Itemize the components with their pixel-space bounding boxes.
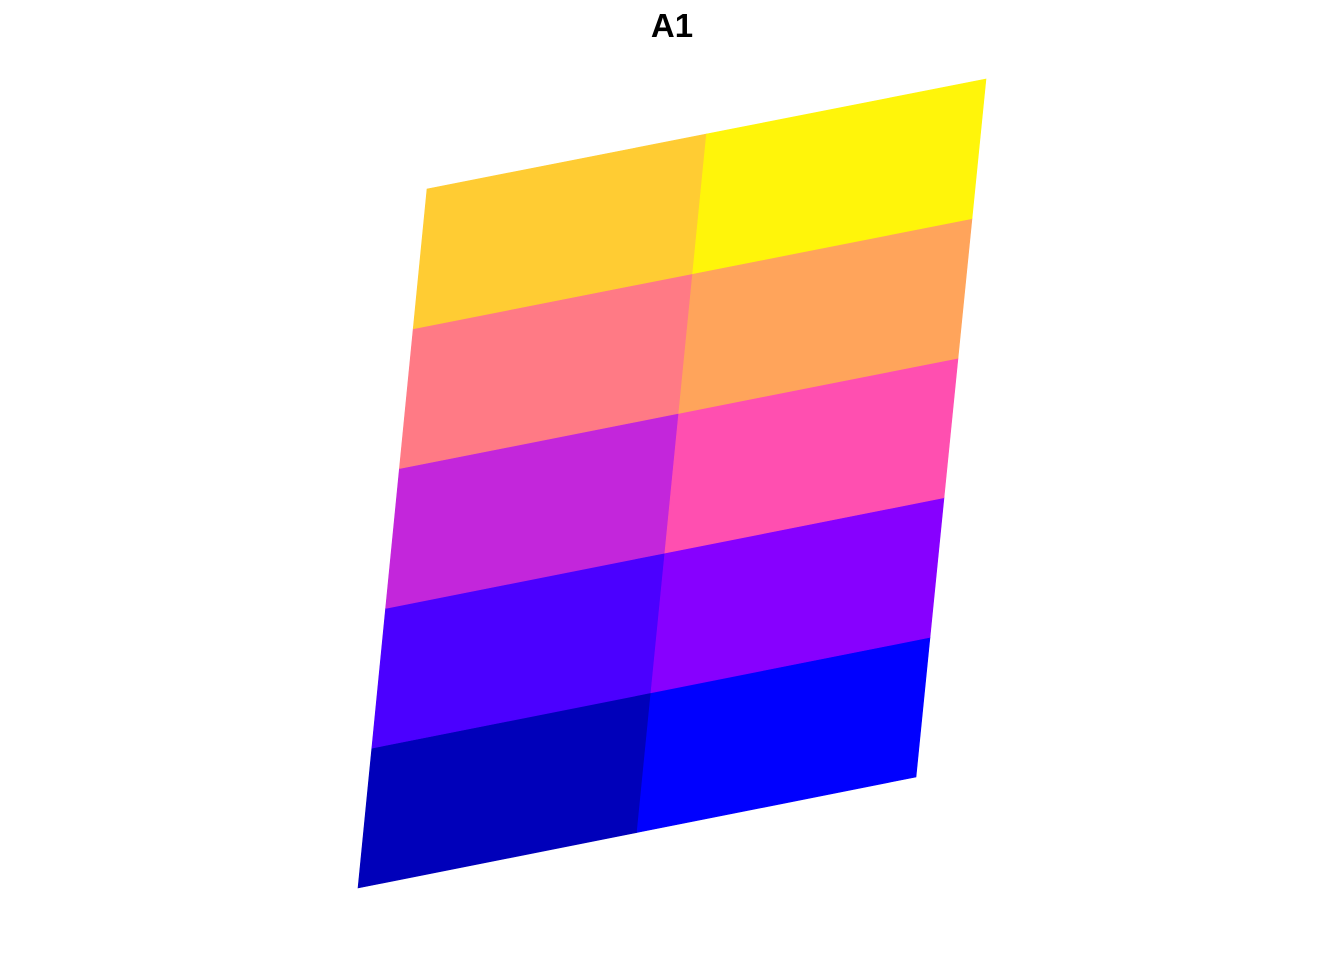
chart-title: A1 [650,7,694,44]
heatmap-cells [357,78,987,889]
heatmap-cell-r5-c2 [692,78,987,275]
